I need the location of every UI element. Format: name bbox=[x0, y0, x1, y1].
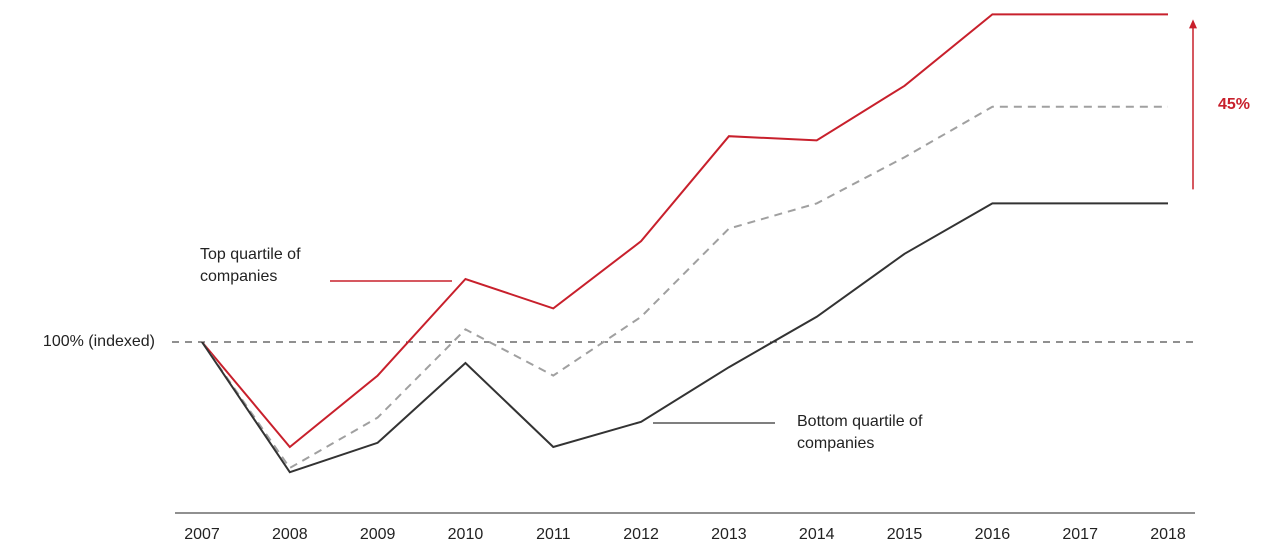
bottom-series-label: Bottom quartile of companies bbox=[797, 413, 923, 452]
x-tick-label: 2018 bbox=[1150, 526, 1186, 543]
x-tick-label: 2014 bbox=[799, 526, 835, 543]
gap-arrowhead bbox=[1189, 19, 1197, 29]
x-tick-label: 2012 bbox=[623, 526, 659, 543]
x-tick-label: 2016 bbox=[975, 526, 1011, 543]
top-series-label: Top quartile of companies bbox=[200, 246, 301, 285]
x-tick-label: 2009 bbox=[360, 526, 396, 543]
gap-label: 45% bbox=[1218, 96, 1250, 113]
reference-label: 100% (indexed) bbox=[43, 333, 155, 350]
series-line bbox=[201, 13, 1168, 449]
x-tick-label: 2013 bbox=[711, 526, 747, 543]
x-tick-label: 2008 bbox=[272, 526, 308, 543]
x-tick-label: 2017 bbox=[1062, 526, 1098, 543]
x-tick-label: 2015 bbox=[887, 526, 923, 543]
x-tick-label: 2007 bbox=[184, 526, 220, 543]
x-tick-label: 2010 bbox=[448, 526, 484, 543]
series-line bbox=[201, 105, 1168, 470]
series-line bbox=[201, 202, 1168, 474]
x-tick-label: 2011 bbox=[536, 526, 571, 543]
